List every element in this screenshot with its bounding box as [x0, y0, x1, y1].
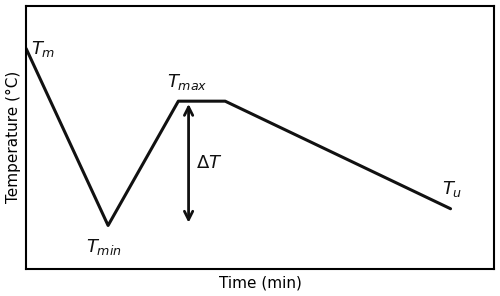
Text: $\Delta T$: $\Delta T$	[196, 154, 222, 172]
Text: $T_m$: $T_m$	[30, 39, 55, 59]
X-axis label: Time (min): Time (min)	[219, 276, 302, 290]
Text: $T_{max}$: $T_{max}$	[167, 72, 207, 91]
Text: $T_u$: $T_u$	[442, 179, 462, 199]
Y-axis label: Temperature (°C): Temperature (°C)	[6, 71, 20, 203]
Text: $T_{min}$: $T_{min}$	[86, 237, 122, 258]
